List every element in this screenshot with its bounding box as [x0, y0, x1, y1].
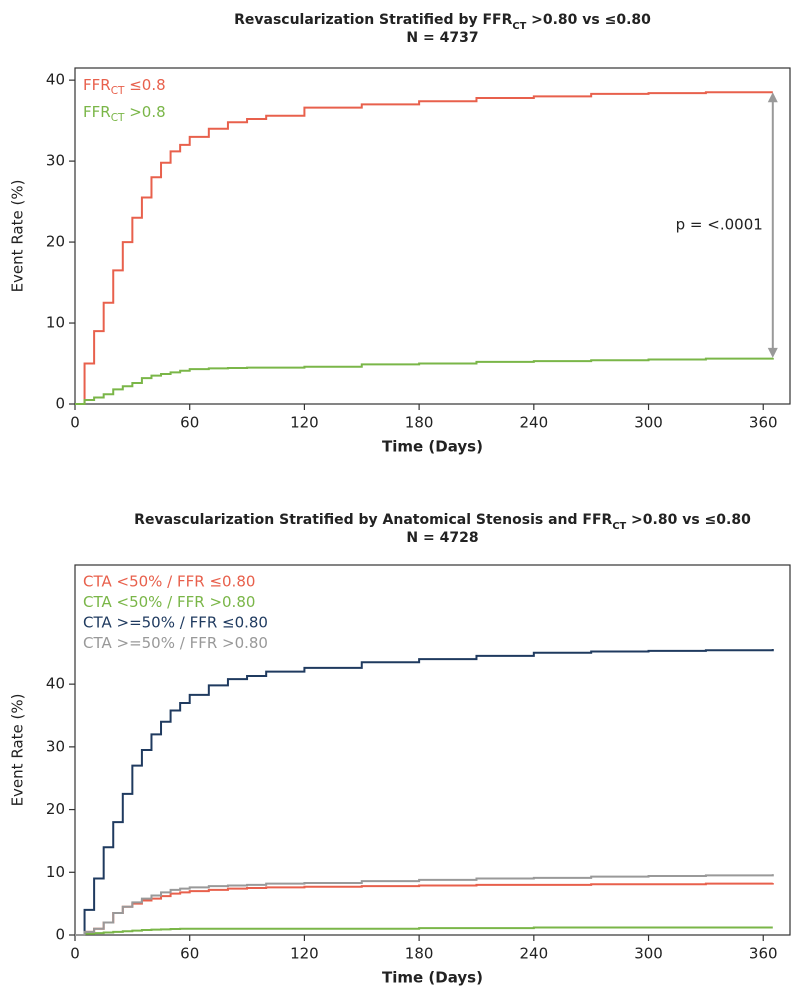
legend-entry: CTA <50% / FFR >0.80 [83, 593, 255, 611]
x-tick-label: 120 [290, 945, 319, 963]
annotation: p = <.0001 [676, 216, 763, 234]
chart-title-part: CT [512, 21, 526, 32]
chart-title-part: CT [612, 521, 626, 532]
chart-title-part: Revascularization Stratified by FFR [234, 12, 512, 28]
chart-subtitle: N = 4728 [406, 530, 478, 546]
legend-entry-part: FFR [83, 76, 111, 94]
chart-title-part: >0.80 vs ≤0.80 [526, 12, 651, 28]
chart-title: Revascularization Stratified by FFRCT >0… [234, 12, 651, 32]
legend-entry-part: CT [111, 112, 125, 124]
y-tick-label: 30 [46, 152, 65, 170]
y-tick-label: 20 [46, 233, 65, 251]
annotation-bg [694, 213, 765, 238]
plot-frame [74, 67, 791, 405]
legend-entry: CTA <50% / FFR ≤0.80 [83, 573, 255, 591]
x-tick-label: 120 [290, 414, 319, 432]
line [75, 874, 774, 936]
chart-subtitle: N = 4737 [406, 30, 478, 46]
chart-title-part: >0.80 vs ≤0.80 [626, 512, 751, 528]
x-axis-title: Time (Days) [382, 438, 483, 456]
legend-entry-part: FFR [83, 103, 111, 121]
legend-entry-part: ≤0.8 [124, 76, 165, 94]
line [75, 357, 774, 405]
y-tick-label: 30 [46, 737, 65, 755]
x-tick-label: 60 [180, 414, 199, 432]
y-axis-title: Event Rate (%) [9, 180, 27, 293]
x-tick-label: 300 [634, 945, 663, 963]
chart-title-part: Revascularization Stratified by Anatomic… [134, 512, 612, 528]
legend-entry: FFRCT ≤0.8 [83, 76, 166, 98]
y-tick-label: 40 [46, 71, 65, 89]
x-tick-label: 300 [634, 414, 663, 432]
x-tick-label: 60 [180, 945, 199, 963]
x-tick-label: 240 [520, 414, 549, 432]
x-tick-label: 360 [749, 414, 778, 432]
x-tick-label: 0 [70, 414, 80, 432]
y-tick-label: 0 [55, 395, 65, 413]
arrow-head [767, 92, 778, 103]
x-tick-label: 180 [405, 414, 434, 432]
legend-entry-part: CT [111, 85, 125, 97]
legend-entry: CTA >=50% / FFR ≤0.80 [83, 614, 268, 632]
legend-entry: FFRCT >0.8 [83, 103, 166, 125]
legend-entry-part: >0.8 [124, 103, 165, 121]
y-tick-label: 10 [46, 314, 65, 332]
line [75, 91, 773, 405]
y-axis-title: Event Rate (%) [9, 694, 27, 807]
chart-title: Revascularization Stratified by Anatomic… [134, 512, 751, 532]
legend-entry: CTA >=50% / FFR >0.80 [83, 634, 268, 652]
x-tick-label: 180 [405, 945, 434, 963]
y-tick-label: 20 [46, 800, 65, 818]
line [75, 926, 773, 936]
line [75, 649, 774, 936]
plot-frame [74, 564, 791, 936]
x-tick-label: 240 [520, 945, 549, 963]
x-axis-title: Time (Days) [382, 969, 483, 987]
x-tick-label: 0 [70, 945, 80, 963]
y-tick-label: 40 [46, 675, 65, 693]
x-tick-label: 360 [749, 945, 778, 963]
arrow-head [767, 347, 778, 358]
y-tick-label: 0 [55, 926, 65, 944]
y-tick-label: 10 [46, 863, 65, 881]
